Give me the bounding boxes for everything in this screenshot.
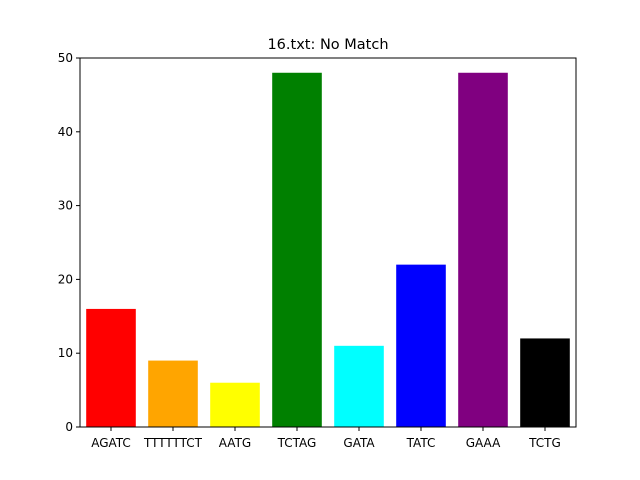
x-tick-label: TCTAG	[277, 436, 317, 450]
chart-title: 16.txt: No Match	[267, 37, 388, 53]
y-tick-label: 0	[65, 420, 73, 434]
bar-aatg	[210, 382, 260, 427]
x-tick-label: TATC	[406, 436, 436, 450]
bars-group	[86, 72, 570, 427]
x-tick-label: TCTG	[528, 436, 561, 450]
y-tick-label: 30	[58, 199, 73, 213]
x-axis: AGATC TTTTTTCT AATG TCTAG GATA TATC GAAA TCTG	[91, 427, 561, 450]
x-tick-label: TTTTTTCT	[143, 436, 203, 450]
y-tick-label: 40	[58, 125, 73, 139]
y-tick-label: 50	[58, 51, 73, 65]
plot-frame	[79, 57, 577, 428]
bar-agatc	[86, 308, 136, 427]
bar-gaaa	[458, 72, 508, 427]
bar-tctg	[520, 338, 570, 427]
bar-ttttttct	[148, 360, 198, 427]
bar-gata	[334, 345, 384, 427]
x-tick-label: GAAA	[466, 436, 501, 450]
bar-tatc	[396, 264, 446, 427]
y-axis: 0 10 20 30 40 50	[58, 51, 80, 434]
x-tick-label: AATG	[219, 436, 251, 450]
x-tick-label: GATA	[343, 436, 375, 450]
y-tick-label: 10	[58, 346, 73, 360]
bar-tctag	[272, 72, 322, 427]
x-tick-label: AGATC	[91, 436, 131, 450]
y-tick-label: 20	[58, 272, 73, 286]
